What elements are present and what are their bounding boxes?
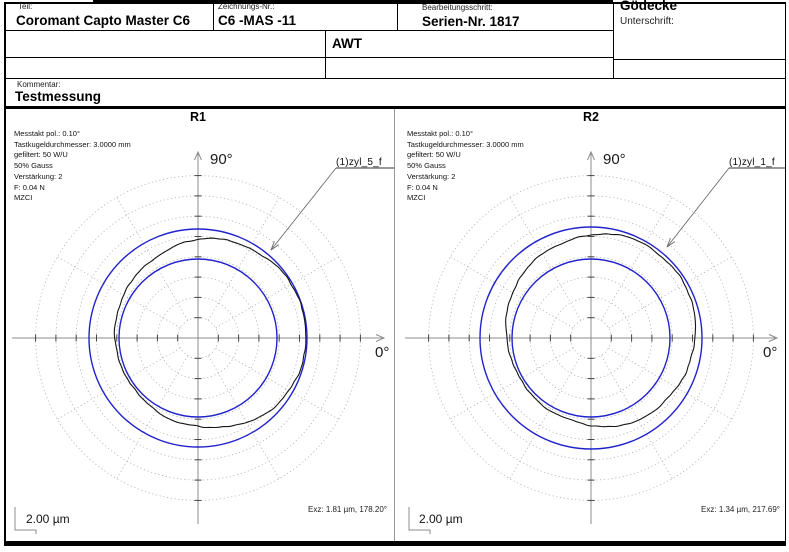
grid-spoke [57,347,181,420]
leader-arrow-icon [666,241,676,248]
measured-profile-trace [505,233,697,428]
grid-spoke [450,347,574,420]
leader-arrow-icon [666,237,671,248]
reference-circle [118,258,278,418]
param-line: 50% Gauss [14,161,53,171]
param-line: F: 0.04 N [14,182,45,192]
grid-spoke [608,347,732,420]
plot-area-top-border [4,105,786,109]
polar-plot-r2 [405,150,786,534]
scale-label-r1: 2.00 µm [26,512,70,526]
row3-divider [4,77,785,79]
grid-spoke [215,256,339,329]
row2-divider-right [613,58,785,60]
axis-arrow-icon [768,334,779,342]
polar-plot-r1 [12,150,394,534]
zeichnung-label: Zeichnungs-Nr.: [218,2,275,11]
measured-profile-trace [113,237,307,429]
grid-spoke [116,197,189,321]
param-line: 50% Gauss [407,161,446,171]
param-line: gefiltert: 50 W/U [14,150,68,160]
teil-label: Teil: [18,2,33,11]
page-bottom-bar [4,541,786,546]
bearbeitung-label: Bearbeitungsschritt: [422,3,493,12]
param-line: gefiltert: 50 W/U [407,150,461,160]
plot-title-r1: R1 [190,110,206,124]
param-line: Messtakt pol.: 0.10° [14,129,80,138]
grid-spoke [509,355,582,479]
reference-circle [511,258,671,418]
plot-r2-parameters: Messtakt pol.: 0.10° Tastkugeldurchmesse… [407,129,524,204]
axis-arrow-icon [194,150,202,161]
grid-spoke [215,347,339,420]
page-border-top [4,2,785,4]
curve-label-r1: (1)zyl_5_f [336,157,382,168]
signature-label: Unterschrift: [620,16,674,27]
plot-title-r2: R2 [583,110,599,124]
reference-circle [88,228,308,448]
param-line: Tastkugeldurchmesser: 3.0000 mm [407,139,524,149]
bearbeitung-value: Serien-Nr. 1817 [422,14,520,29]
grid-spoke [509,197,582,321]
grid-spoke [207,197,280,321]
row2-divider-left [4,56,613,58]
eccentricity-readout-r2: Exz: 1.34 µm, 217.69° [701,505,780,514]
param-line: F: 0.04 N [407,182,438,192]
scale-bracket [14,507,37,534]
scale-bracket [408,507,431,534]
comment-value: Testmessung [15,89,102,104]
page-border-right [784,2,786,546]
leader-arrow-icon [270,240,275,251]
col-divider-awt [325,30,326,78]
grid-spoke [450,256,574,329]
angle-label-0-r2: 0° [763,344,778,361]
grid-spoke [207,355,280,479]
curve-label-r2: (1)zyl_1_f [729,157,775,168]
scale-label-r2: 2.00 µm [419,512,463,526]
grid-spoke [600,197,673,321]
grid-spoke [116,355,189,479]
grid-spoke [57,256,181,329]
awt-value: AWT [332,36,362,51]
col-divider-right [613,2,614,78]
col-divider-teil [213,2,214,30]
param-line: MZCI [14,193,33,203]
top-remnant-line [93,0,613,2]
page-border-left [4,2,6,546]
eccentricity-readout-r1: Exz: 1.81 µm, 178.20° [308,505,387,514]
angle-label-0-r1: 0° [375,344,390,361]
axis-arrow-icon [375,334,386,342]
param-line: Tastkugeldurchmesser: 3.0000 mm [14,139,131,149]
teil-value: Coromant Capto Master C6 [16,13,191,28]
param-line: Messtakt pol.: 0.10° [407,129,473,138]
row1-divider [4,30,613,31]
examiner-name: Gödecke [620,0,678,13]
leader-arrow-icon [270,244,280,251]
axis-arrow-icon [587,150,595,161]
grid-spoke [600,355,673,479]
plot-r1-parameters: Messtakt pol.: 0.10° Tastkugeldurchmesse… [14,129,131,204]
angle-label-90-r2: 90° [603,151,626,168]
angle-label-90-r1: 90° [210,151,233,168]
reference-circle [479,226,703,450]
comment-label: Kommentar: [17,80,61,89]
zeichnung-value: C6 -MAS -11 [218,13,297,28]
col-divider-zeichnung [397,2,398,30]
param-line: Verstärkung: 2 [14,171,63,181]
grid-spoke [608,256,732,329]
plot-area-divider [394,108,395,542]
leader-line [270,167,337,251]
param-line: Verstärkung: 2 [407,171,456,181]
param-line: MZCI [407,193,426,203]
leader-line [666,167,730,248]
